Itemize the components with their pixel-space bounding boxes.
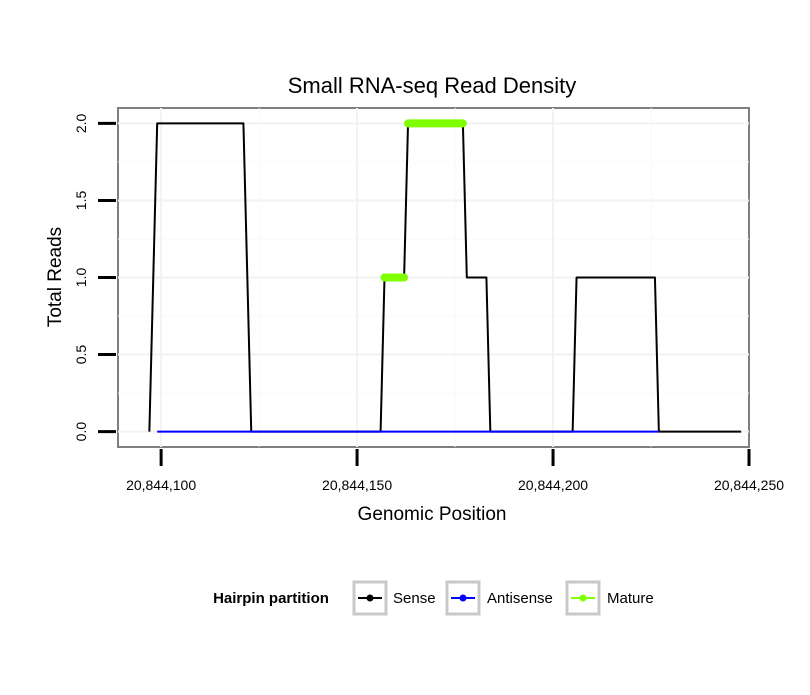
legend-title: Hairpin partition	[213, 590, 329, 607]
y-tick-label: 0.5	[73, 345, 89, 365]
legend-label-mature: Mature	[607, 590, 654, 607]
legend-dot-sense	[366, 594, 374, 602]
legend-dot-antisense	[459, 594, 467, 602]
series-layer	[148, 119, 742, 433]
legend-label-antisense: Antisense	[487, 590, 553, 607]
x-axis-label: Genomic Position	[358, 504, 507, 525]
x-axis: 20,844,100 20,844,150 20,844,200 20,844,250	[126, 449, 784, 493]
x-tick-label: 20,844,250	[714, 477, 784, 493]
legend-label-sense: Sense	[393, 590, 436, 607]
grid	[118, 108, 749, 447]
x-tick-label: 20,844,150	[322, 477, 392, 493]
x-tick-label: 20,844,200	[518, 477, 588, 493]
legend: Hairpin partition Sense Antisense Mature	[213, 580, 654, 616]
y-tick-label: 1.5	[73, 191, 89, 211]
y-axis: 0.0 0.5 1.0 1.5 2.0	[73, 113, 116, 441]
chart-title: Small RNA-seq Read Density	[288, 73, 577, 98]
legend-dot-mature	[579, 594, 587, 602]
y-axis-label: Total Reads	[45, 227, 66, 327]
y-tick-label: 1.0	[73, 268, 89, 288]
x-tick-label: 20,844,100	[126, 477, 196, 493]
y-tick-label: 0.0	[73, 422, 89, 442]
y-tick-label: 2.0	[73, 113, 89, 133]
